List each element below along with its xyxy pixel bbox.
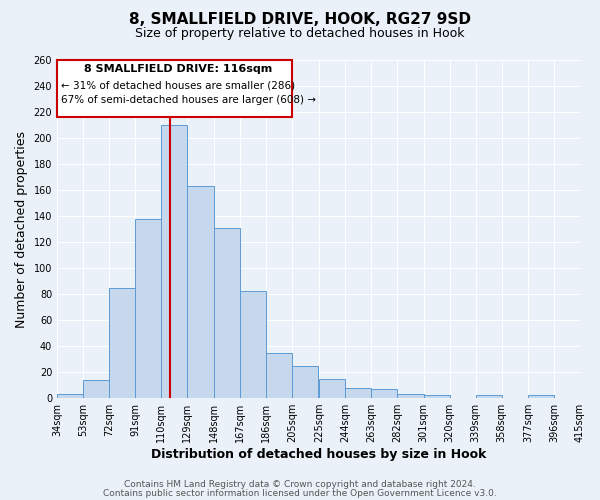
Text: ← 31% of detached houses are smaller (286): ← 31% of detached houses are smaller (28… <box>61 81 295 91</box>
Text: Contains public sector information licensed under the Open Government Licence v3: Contains public sector information licen… <box>103 489 497 498</box>
Y-axis label: Number of detached properties: Number of detached properties <box>15 130 28 328</box>
Bar <box>187 186 214 398</box>
X-axis label: Distribution of detached houses by size in Hook: Distribution of detached houses by size … <box>151 448 486 461</box>
Bar <box>292 366 318 398</box>
Bar <box>109 288 135 398</box>
Text: 67% of semi-detached houses are larger (608) →: 67% of semi-detached houses are larger (… <box>61 95 316 105</box>
Bar <box>135 218 161 398</box>
Bar <box>214 228 239 398</box>
Bar <box>239 292 266 398</box>
Bar <box>161 125 187 398</box>
Bar <box>319 378 345 398</box>
Bar <box>57 60 292 117</box>
Bar <box>424 396 449 398</box>
Bar <box>528 396 554 398</box>
Text: Size of property relative to detached houses in Hook: Size of property relative to detached ho… <box>135 28 465 40</box>
Text: 8 SMALLFIELD DRIVE: 116sqm: 8 SMALLFIELD DRIVE: 116sqm <box>85 64 272 74</box>
Text: Contains HM Land Registry data © Crown copyright and database right 2024.: Contains HM Land Registry data © Crown c… <box>124 480 476 489</box>
Bar <box>397 394 424 398</box>
Bar <box>266 352 292 398</box>
Bar <box>371 389 397 398</box>
Text: 8, SMALLFIELD DRIVE, HOOK, RG27 9SD: 8, SMALLFIELD DRIVE, HOOK, RG27 9SD <box>129 12 471 28</box>
Bar <box>83 380 109 398</box>
Bar <box>345 388 371 398</box>
Bar <box>57 394 83 398</box>
Bar <box>476 396 502 398</box>
